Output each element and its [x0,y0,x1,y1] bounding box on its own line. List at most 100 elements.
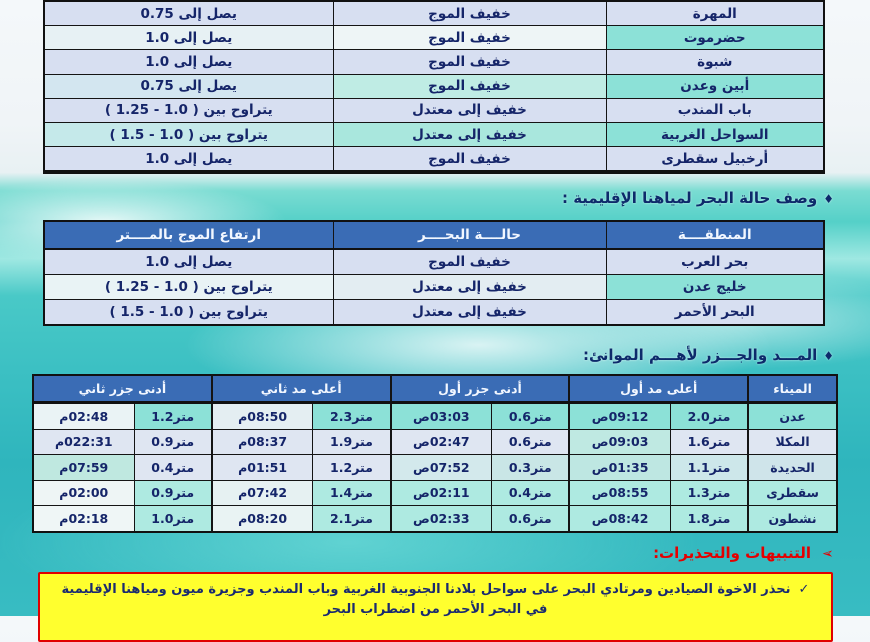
second-low-tide-header: أدنى جزر ثاني [32,374,213,404]
table-row: البحر الأحمر خفيف إلى معتدل يتراوح بين (… [43,299,825,326]
tide-height-cell: 1.6متر [669,428,750,455]
tide-time-cell: 022:31م [32,428,135,455]
tide-time-cell: 07:52ص [390,454,493,481]
tide-time-cell: 08:42ص [568,505,671,532]
table-row: نشطون 1.8متر 08:42ص 0.6متر 02:33ص 2.1متر… [32,505,838,532]
tide-height-cell: 1.2متر [133,402,213,430]
tide-time-cell: 03:03ص [390,402,493,430]
table-row: الحديدة 1.1متر 01:35ص 0.3متر 07:52ص 1.2م… [32,454,838,481]
warning-alert-box: ✓ نحذر الاخوة الصيادين ومرتادي البحر على … [38,572,833,642]
wave-height-cell: يتراوح بين ( 1.0 - 1.5 ) [43,121,334,148]
sea-state-cell: خفيف إلى معتدل [332,299,607,326]
second-high-tide-header: أعلى مد ثاني [210,374,392,404]
regional-waters-table: المنطقــــة حالــــة البحــــر ارتفاع ال… [43,220,825,326]
region-cell: باب المندب [605,97,825,123]
table-row: المكلا 1.6متر 09:03ص 0.6متر 02:47ص 1.9مت… [32,428,838,455]
header-row: الميناء أعلى مد أول أدنى جزر أول أعلى مد… [32,374,838,404]
table-row: أرخبيل سقطرى خفيف الموج يصل إلى 1.0 [43,146,825,173]
region-cell: السواحل الغربية [605,121,825,148]
wave-height-cell: يتراوح بين ( 1.0 - 1.25 ) [43,97,334,123]
wave-height-cell: يصل إلى 1.0 [43,146,334,173]
region-cell: البحر الأحمر [605,299,825,326]
region-cell: شبوة [605,49,825,75]
sea-state-cell: خفيف الموج [332,0,607,27]
governorates-sea-state-table: المهرة خفيف الموج يصل إلى 0.75 حضرموت خف… [43,0,825,175]
sea-state-cell: خفيف الموج [332,49,607,75]
tides-section-title: ♦ المـــد والجـــزر لأهـــم الموانئ: [583,346,834,364]
sea-state-cell: خفيف إلى معتدل [332,97,607,123]
sea-state-cell: خفيف إلى معتدل [332,274,607,300]
first-low-tide-header: أدنى جزر أول [389,374,571,404]
wave-height-cell: يصل إلى 0.75 [43,73,334,99]
table-row: حضرموت خفيف الموج يصل إلى 1.0 [43,25,825,51]
tide-height-cell: 1.1متر [669,454,750,481]
header-row: المنطقــــة حالــــة البحــــر ارتفاع ال… [43,220,825,250]
wave-height-cell: يصل إلى 1.0 [43,248,334,275]
tide-time-cell: 09:12ص [568,402,671,430]
sea-state-cell: خفيف الموج [332,25,607,51]
table-row: شبوة خفيف الموج يصل إلى 1.0 [43,49,825,75]
tide-time-cell: 02:11ص [390,479,493,506]
tide-time-cell: 02:18م [32,505,135,532]
tide-height-cell: 0.6متر [491,402,571,430]
tide-time-cell: 09:03ص [568,428,671,455]
region-cell: حضرموت [605,25,825,51]
tide-time-cell: 08:50م [211,402,314,430]
port-cell: المكلا [747,428,838,455]
warnings-section-title: ➢ التنبيهات والتحذيرات: [653,544,834,562]
arrow-bullet-icon: ➢ [822,546,834,562]
region-cell: خليج عدن [605,274,825,300]
region-cell: المهرة [605,0,825,27]
table-row: عدن 2.0متر 09:12ص 0.6متر 03:03ص 2.3متر 0… [32,402,838,430]
tide-height-cell: 2.3متر [312,402,392,430]
regional-waters-section-title: ♦ وصف حالة البحر لمياهنا الإقليمية : [562,189,834,207]
tide-height-cell: 0.6متر [491,428,571,455]
table-row: باب المندب خفيف إلى معتدل يتراوح بين ( 1… [43,97,825,123]
wave-height-cell: يصل إلى 0.75 [43,0,334,27]
region-cell: بحر العرب [605,248,825,275]
diamond-bullet-icon: ♦ [823,192,834,206]
port-cell: نشطون [747,505,838,532]
checkmark-icon: ✓ [798,582,810,597]
table-row: بحر العرب خفيف الموج يصل إلى 1.0 [43,248,825,275]
region-header: المنطقــــة [605,220,825,250]
tide-height-cell: 1.2متر [312,454,392,481]
tide-height-cell: 1.9متر [312,428,392,455]
tide-time-cell: 02:33ص [390,505,493,532]
region-cell: أبين وعدن [605,73,825,99]
tide-time-cell: 07:59م [32,454,135,481]
tide-height-cell: 1.3متر [669,479,750,506]
table-row: السواحل الغربية خفيف إلى معتدل يتراوح بي… [43,121,825,148]
wave-height-cell: يصل إلى 1.0 [43,25,334,51]
port-cell: سقطرى [747,479,838,506]
tide-height-cell: 1.0متر [133,505,213,532]
wave-height-header: ارتفاع الموج بالمــــتر [43,220,334,250]
port-header: الميناء [747,374,838,404]
tide-height-cell: 0.3متر [491,454,571,481]
sea-state-cell: خفيف الموج [332,73,607,99]
wave-height-cell: يتراوح بين ( 1.0 - 1.25 ) [43,274,334,300]
region-cell: أرخبيل سقطرى [605,146,825,173]
first-high-tide-header: أعلى مد أول [568,374,750,404]
tide-height-cell: 1.4متر [312,479,392,506]
tide-time-cell: 02:48م [32,402,135,430]
tide-height-cell: 0.9متر [133,479,213,506]
section-title-text: وصف حالة البحر لمياهنا الإقليمية : [561,189,818,207]
sea-state-cell: خفيف إلى معتدل [332,121,607,148]
tide-time-cell: 01:51م [211,454,314,481]
sea-state-header: حالــــة البحــــر [332,220,607,250]
table-row: أبين وعدن خفيف الموج يصل إلى 0.75 [43,73,825,99]
tide-height-cell: 0.4متر [133,454,213,481]
tide-height-cell: 2.1متر [312,505,392,532]
section-title-text: التنبيهات والتحذيرات: [653,544,812,562]
tide-time-cell: 02:00م [32,479,135,506]
tide-height-cell: 2.0متر [669,402,750,430]
table-row: خليج عدن خفيف إلى معتدل يتراوح بين ( 1.0… [43,274,825,300]
port-cell: عدن [747,402,838,430]
warning-text: نحذر الاخوة الصيادين ومرتادي البحر على س… [61,582,791,618]
tide-height-cell: 0.9متر [133,428,213,455]
table-row: سقطرى 1.3متر 08:55ص 0.4متر 02:11ص 1.4متر… [32,479,838,506]
tides-table: الميناء أعلى مد أول أدنى جزر أول أعلى مد… [32,374,838,533]
tide-time-cell: 07:42م [211,479,314,506]
sea-state-cell: خفيف الموج [332,248,607,275]
